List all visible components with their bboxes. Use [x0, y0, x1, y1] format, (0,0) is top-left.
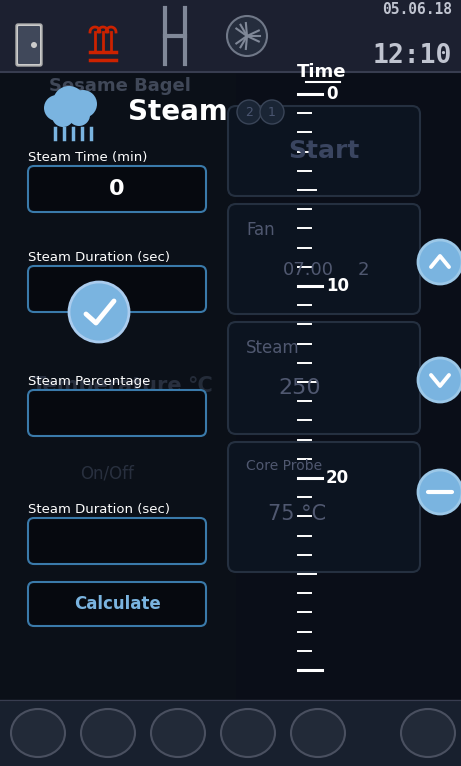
Circle shape — [69, 282, 129, 342]
FancyBboxPatch shape — [228, 322, 420, 434]
Ellipse shape — [151, 709, 205, 757]
FancyBboxPatch shape — [28, 390, 206, 436]
Circle shape — [53, 86, 85, 118]
Text: Fan: Fan — [246, 221, 275, 239]
Text: 1: 1 — [268, 106, 276, 119]
FancyBboxPatch shape — [16, 24, 42, 66]
Circle shape — [227, 16, 267, 56]
FancyBboxPatch shape — [228, 442, 420, 572]
Text: Calculate: Calculate — [74, 595, 160, 613]
Text: °C: °C — [187, 376, 213, 396]
Text: 250: 250 — [278, 378, 320, 398]
Text: 12:10: 12:10 — [372, 43, 452, 69]
Ellipse shape — [11, 709, 65, 757]
Circle shape — [418, 470, 461, 514]
Text: Steam: Steam — [246, 339, 300, 357]
Text: Steam Percentage: Steam Percentage — [28, 375, 150, 388]
Circle shape — [418, 358, 461, 402]
Text: 07.00: 07.00 — [283, 261, 334, 279]
Circle shape — [418, 240, 461, 284]
FancyBboxPatch shape — [18, 26, 40, 64]
FancyBboxPatch shape — [28, 518, 206, 564]
Text: Steam Time (min): Steam Time (min) — [28, 151, 148, 164]
FancyBboxPatch shape — [28, 582, 206, 626]
FancyBboxPatch shape — [28, 166, 206, 212]
Circle shape — [44, 95, 70, 121]
Text: 2: 2 — [358, 261, 370, 279]
FancyBboxPatch shape — [228, 106, 420, 196]
Text: Steam Duration (sec): Steam Duration (sec) — [28, 251, 170, 264]
Text: Steam Duration (sec): Steam Duration (sec) — [28, 503, 170, 516]
Text: 10: 10 — [326, 277, 349, 295]
Circle shape — [69, 90, 97, 118]
Circle shape — [68, 104, 90, 126]
FancyBboxPatch shape — [228, 204, 420, 314]
Circle shape — [237, 100, 261, 124]
Circle shape — [52, 105, 74, 127]
Circle shape — [31, 42, 37, 48]
Ellipse shape — [221, 709, 275, 757]
FancyBboxPatch shape — [28, 266, 206, 312]
Text: Steam: Steam — [128, 98, 228, 126]
Text: Time: Time — [297, 63, 347, 81]
Ellipse shape — [81, 709, 135, 757]
Text: 0: 0 — [326, 85, 337, 103]
Text: Core Probe: Core Probe — [246, 459, 322, 473]
Text: On/Off: On/Off — [80, 465, 134, 483]
Text: 05.06.18: 05.06.18 — [382, 2, 452, 18]
Text: 20: 20 — [326, 470, 349, 487]
Text: 2: 2 — [245, 106, 253, 119]
Text: Temperature: Temperature — [32, 376, 182, 396]
Ellipse shape — [291, 709, 345, 757]
Text: 75 °C: 75 °C — [268, 504, 326, 524]
Text: 0: 0 — [109, 179, 125, 199]
Circle shape — [260, 100, 284, 124]
Text: Start: Start — [288, 139, 360, 163]
Ellipse shape — [401, 709, 455, 757]
Text: Sesame Bagel: Sesame Bagel — [49, 77, 191, 95]
